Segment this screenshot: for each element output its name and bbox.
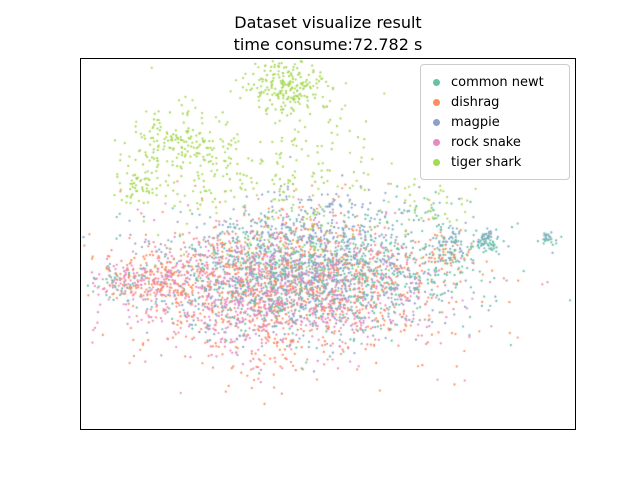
legend: common newt dishrag magpie rock snake tiger … [420,64,570,180]
legend-label: tiger shark [451,154,522,170]
legend-item: tiger shark [433,152,557,172]
legend-label: common newt [451,74,544,90]
legend-item: dishrag [433,92,557,112]
legend-item: rock snake [433,132,557,152]
chart-title: Dataset visualize result [234,13,422,32]
legend-marker-icon [433,98,440,106]
legend-marker-icon [433,78,440,86]
chart-title-block: Dataset visualize result time consume:72… [80,12,576,56]
legend-marker-icon [433,118,440,126]
legend-label: dishrag [451,94,500,110]
legend-label: rock snake [451,134,521,150]
legend-label: magpie [451,114,500,130]
chart-subtitle: time consume:72.782 s [233,35,423,54]
axes: common newt dishrag magpie rock snake tiger … [80,58,576,430]
legend-marker-icon [433,138,440,146]
legend-marker-icon [433,158,440,166]
legend-item: common newt [433,72,557,92]
legend-item: magpie [433,112,557,132]
